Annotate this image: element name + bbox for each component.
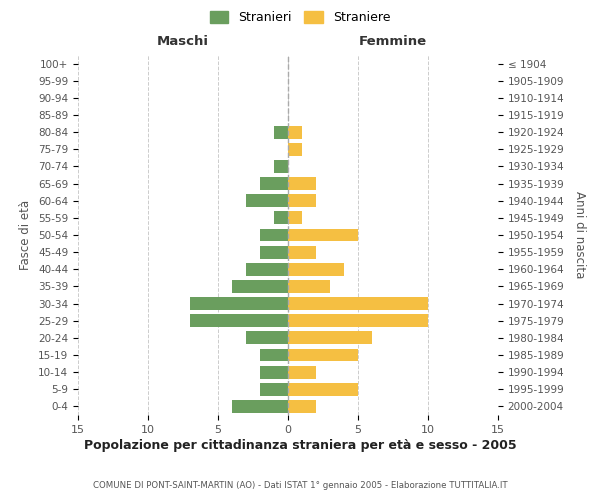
Bar: [274, 160, 288, 173]
Text: Femmine: Femmine: [359, 35, 427, 48]
Bar: [288, 177, 316, 190]
Bar: [288, 348, 358, 362]
Bar: [288, 366, 316, 378]
Bar: [288, 194, 316, 207]
Bar: [260, 383, 288, 396]
Bar: [288, 297, 428, 310]
Bar: [288, 126, 302, 138]
Bar: [246, 263, 288, 276]
Text: COMUNE DI PONT-SAINT-MARTIN (AO) - Dati ISTAT 1° gennaio 2005 - Elaborazione TUT: COMUNE DI PONT-SAINT-MARTIN (AO) - Dati …: [92, 481, 508, 490]
Bar: [288, 143, 302, 156]
Bar: [232, 400, 288, 413]
Bar: [274, 212, 288, 224]
Bar: [232, 280, 288, 293]
Y-axis label: Fasce di età: Fasce di età: [19, 200, 32, 270]
Bar: [288, 383, 358, 396]
Bar: [288, 280, 330, 293]
Bar: [288, 263, 344, 276]
Y-axis label: Anni di nascita: Anni di nascita: [573, 192, 586, 278]
Bar: [274, 126, 288, 138]
Bar: [260, 366, 288, 378]
Text: Popolazione per cittadinanza straniera per età e sesso - 2005: Popolazione per cittadinanza straniera p…: [83, 440, 517, 452]
Bar: [260, 177, 288, 190]
Bar: [190, 314, 288, 327]
Bar: [288, 246, 316, 258]
Bar: [288, 228, 358, 241]
Legend: Stranieri, Straniere: Stranieri, Straniere: [205, 6, 395, 29]
Bar: [260, 348, 288, 362]
Bar: [288, 332, 372, 344]
Bar: [288, 400, 316, 413]
Bar: [260, 228, 288, 241]
Bar: [246, 332, 288, 344]
Bar: [288, 212, 302, 224]
Bar: [246, 194, 288, 207]
Bar: [260, 246, 288, 258]
Bar: [190, 297, 288, 310]
Text: Maschi: Maschi: [157, 35, 209, 48]
Bar: [288, 314, 428, 327]
